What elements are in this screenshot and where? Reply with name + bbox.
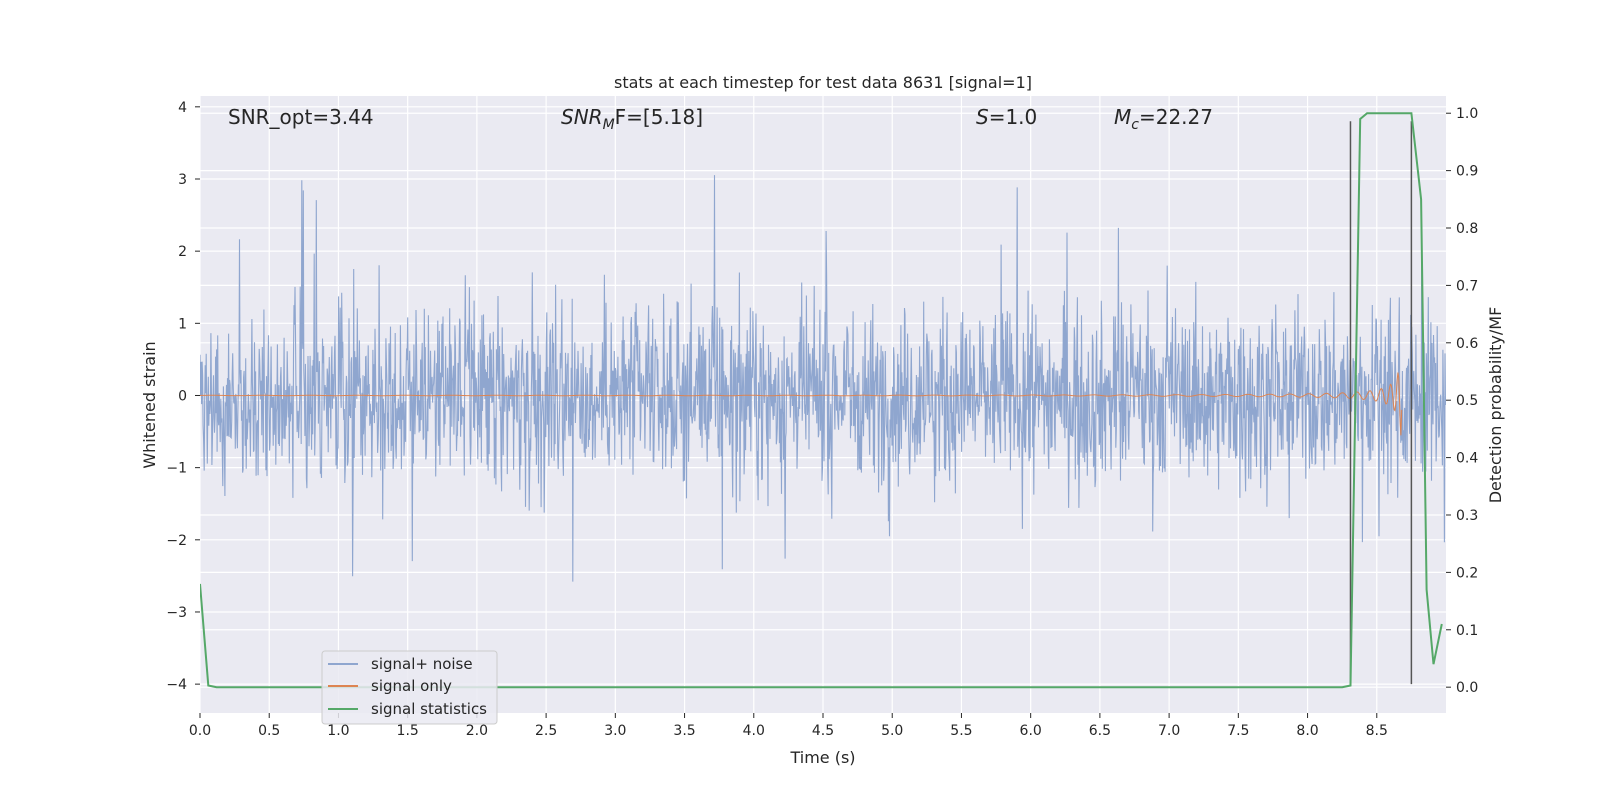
annotation-snr-mf: SNRMF=[5.18]: [561, 105, 703, 133]
right-tick-label: 1.0: [1456, 106, 1478, 122]
series-line-signal-only: [200, 372, 1403, 436]
right-tick-label: 0.8: [1456, 221, 1478, 237]
x-axis-label: Time (s): [789, 748, 855, 767]
legend: signal+ noise signal only signal statist…: [321, 650, 498, 725]
y-tick-label: −1: [166, 461, 187, 477]
x-tick-label: 4.5: [812, 723, 834, 739]
y-tick-label: −4: [166, 677, 187, 693]
x-tick-label: 6.0: [1020, 723, 1042, 739]
x-tick-label: 5.0: [881, 723, 903, 739]
annotation-snr-opt: SNR_opt=3.44: [228, 105, 374, 129]
x-tick-label: 4.0: [743, 723, 765, 739]
right-tick-label: 0.7: [1456, 278, 1478, 294]
right-tick-label: 0.9: [1456, 164, 1478, 180]
x-tick-label: 0.0: [189, 723, 211, 739]
x-tick-label: 6.5: [1089, 723, 1111, 739]
y-tick-label: 3: [178, 172, 187, 188]
right-tick-label: 0.1: [1456, 623, 1478, 639]
right-tick-label: 0.2: [1456, 565, 1478, 581]
y-tick-label: 0: [178, 388, 187, 404]
legend-box: [321, 650, 498, 725]
right-axis-label: Detection probability/MF: [1486, 307, 1505, 504]
x-tick-label: 3.5: [673, 723, 695, 739]
x-tick-label: 0.5: [258, 723, 280, 739]
y-axis-label: Whitened strain: [140, 341, 159, 468]
x-tick-label: 5.5: [950, 723, 972, 739]
right-tick-label: 0.4: [1456, 451, 1478, 467]
x-axis-ticks: 0.0 0.5 1.0 1.5 2.0 2.5 3.0 3.5 4.0 4.5 5.0 5.5 6.0 6…: [189, 713, 1388, 739]
x-tick-label: 1.5: [397, 723, 419, 739]
y-tick-label: 4: [178, 100, 187, 116]
x-tick-label: 8.0: [1296, 723, 1318, 739]
x-tick-label: 7.0: [1158, 723, 1180, 739]
y-tick-label: −3: [166, 605, 187, 621]
x-tick-label: 1.0: [327, 723, 349, 739]
x-tick-label: 8.5: [1366, 723, 1388, 739]
annotation-mc: Mc=22.27: [1114, 105, 1213, 133]
x-tick-label: 2.5: [535, 723, 557, 739]
annotation-s: S=1.0: [976, 105, 1037, 129]
right-tick-label: 0.0: [1456, 680, 1478, 696]
y-tick-label: 1: [178, 316, 187, 332]
x-tick-label: 3.0: [604, 723, 626, 739]
series-line-signal-noise: [200, 175, 1446, 582]
right-tick-label: 0.6: [1456, 336, 1478, 352]
legend-label-signal-only: signal only: [371, 677, 452, 695]
y-axis-ticks: 4 3 2 1 0 −1 −2 −3 −4: [166, 100, 200, 693]
x-tick-label: 7.5: [1227, 723, 1249, 739]
legend-label-signal-noise: signal+ noise: [371, 655, 473, 673]
right-tick-label: 0.3: [1456, 508, 1478, 524]
x-tick-label: 2.0: [466, 723, 488, 739]
right-axis-ticks: 1.0 0.9 0.8 0.7 0.6 0.5 0.4 0.3 0.2 0.1 0.0: [1446, 106, 1478, 696]
y-tick-label: −2: [166, 533, 187, 549]
detection-markers: [1349, 121, 1413, 685]
y-tick-label: 2: [178, 244, 187, 260]
legend-label-signal-statistics: signal statistics: [371, 700, 487, 718]
right-tick-label: 0.5: [1456, 393, 1478, 409]
chart-title: stats at each timestep for test data 863…: [614, 73, 1032, 92]
